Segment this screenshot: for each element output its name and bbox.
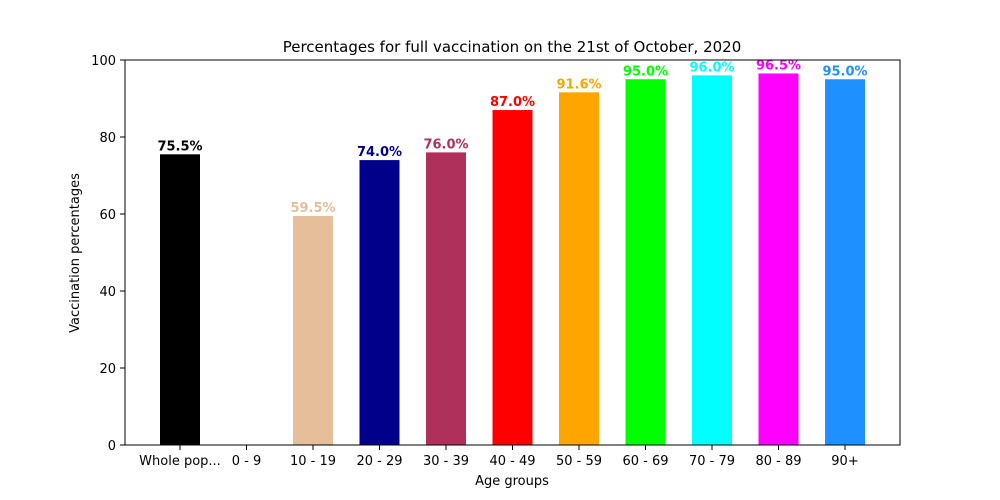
- bar-10: [825, 79, 865, 445]
- y-axis-label: Vaccination percentages: [68, 173, 83, 333]
- data-labels-layer: 75.5% 59.5% 74.0% 76.0% 87.0% 91.6% 95.0% 96.0%…: [157, 58, 867, 215]
- bar-value-label-7: 95.0%: [623, 64, 668, 79]
- bar-6: [559, 92, 599, 445]
- bars-layer: [160, 73, 865, 446]
- bar-value-label-0: 75.5%: [157, 139, 202, 154]
- x-tick-label-2: 10 - 19: [290, 454, 336, 469]
- x-tick-label-5: 40 - 49: [489, 454, 535, 469]
- x-tick-label-0: Whole pop...: [139, 454, 221, 469]
- bar-value-label-9: 96.5%: [756, 58, 801, 73]
- y-tick-label-1: 20: [99, 362, 116, 377]
- x-tick-label-6: 50 - 59: [556, 454, 602, 469]
- bar-value-label-10: 95.0%: [822, 64, 867, 79]
- bar-value-label-5: 87.0%: [490, 95, 535, 110]
- x-tick-label-10: 90+: [831, 454, 858, 469]
- bar-2: [293, 215, 333, 445]
- x-tick-label-3: 20 - 29: [356, 454, 402, 469]
- y-tick-label-2: 40: [99, 285, 116, 300]
- axes-layer: Whole pop... 0 - 9 10 - 19 20 - 29 30 - 39 40…: [91, 54, 901, 469]
- bar-value-label-3: 74.0%: [357, 145, 402, 160]
- bar-9: [758, 73, 799, 445]
- y-tick-label-0: 0: [108, 439, 116, 454]
- bar-0: [160, 154, 200, 445]
- x-tick-label-4: 30 - 39: [423, 454, 469, 469]
- y-tick-label-3: 60: [99, 208, 116, 223]
- x-tick-label-1: 0 - 9: [232, 454, 262, 469]
- chart-title: Percentages for full vaccination on the …: [283, 38, 742, 56]
- bar-3: [359, 160, 400, 445]
- x-tick-label-9: 80 - 89: [755, 454, 801, 469]
- bar-5: [492, 110, 533, 446]
- bar-8: [692, 75, 732, 446]
- x-tick-label-8: 70 - 79: [689, 454, 735, 469]
- bar-4: [426, 152, 466, 445]
- bar-value-label-4: 76.0%: [423, 137, 468, 152]
- x-tick-label-7: 60 - 69: [622, 454, 668, 469]
- x-axis-label: Age groups: [475, 474, 549, 489]
- y-tick-label-4: 80: [99, 131, 116, 146]
- plot-frame: [124, 59, 901, 446]
- bar-value-label-8: 96.0%: [689, 60, 734, 75]
- bar-7: [625, 79, 666, 445]
- bar-value-label-6: 91.6%: [556, 77, 601, 92]
- y-tick-label-5: 100: [91, 54, 116, 69]
- bar-value-label-2: 59.5%: [290, 201, 335, 216]
